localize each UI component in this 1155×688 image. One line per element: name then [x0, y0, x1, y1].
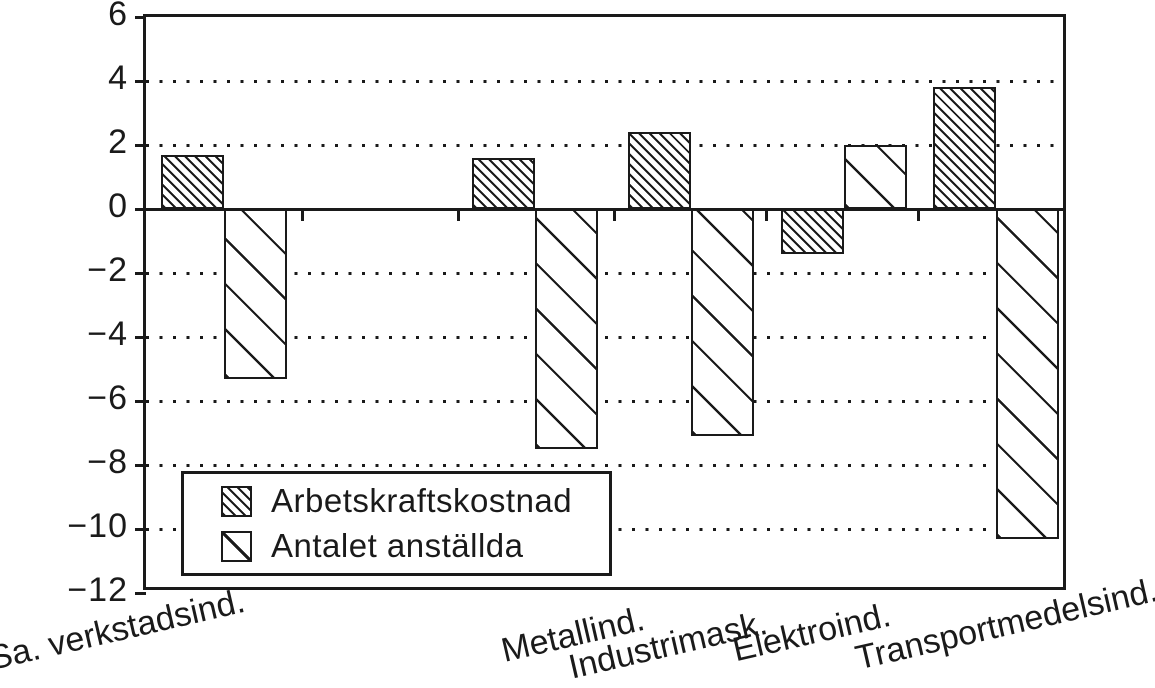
y-tick-label: −4 — [87, 315, 128, 353]
plot-area: Arbetskraftskostnad Antalet anställda — [135, 14, 1066, 595]
legend-item-arbetskraftskostnad: Arbetskraftskostnad — [221, 483, 609, 519]
y-tick-label: −6 — [87, 379, 128, 417]
gridline — [146, 463, 1063, 467]
y-tick — [135, 591, 146, 595]
gridline — [146, 271, 1063, 275]
bar — [224, 209, 287, 379]
y-tick — [135, 207, 146, 211]
y-tick — [135, 399, 146, 403]
y-tick-label: 2 — [108, 123, 128, 161]
y-tick — [135, 527, 146, 531]
y-tick — [135, 463, 146, 467]
bar — [628, 132, 691, 209]
dense-hatch-swatch-icon — [221, 485, 252, 517]
y-tick-label: 6 — [108, 0, 128, 33]
y-tick — [135, 271, 146, 275]
bar — [535, 209, 598, 449]
gridline — [146, 335, 1063, 339]
y-tick-label: −8 — [87, 443, 128, 481]
legend-label: Arbetskraftskostnad — [271, 482, 573, 519]
zero-axis-line — [146, 207, 1063, 211]
bar — [161, 155, 224, 209]
x-tick — [916, 209, 920, 221]
gridline — [146, 399, 1063, 403]
y-tick — [135, 15, 146, 19]
x-tick — [456, 209, 460, 221]
bar — [996, 209, 1059, 539]
y-tick — [135, 335, 146, 339]
legend-item-antalet-anstallda: Antalet anställda — [221, 528, 609, 564]
legend: Arbetskraftskostnad Antalet anställda — [181, 471, 612, 576]
y-tick-label: −10 — [67, 507, 128, 545]
x-tick — [300, 209, 304, 221]
y-tick — [135, 79, 146, 83]
y-tick-label: 4 — [108, 59, 128, 97]
x-tick — [764, 209, 768, 221]
bar — [781, 209, 844, 254]
bar — [691, 209, 754, 436]
y-tick-label: −12 — [67, 571, 128, 609]
bar — [472, 158, 535, 209]
gridline — [146, 143, 1063, 147]
single-diagonal-swatch-icon — [221, 530, 252, 562]
y-tick-label: 0 — [108, 187, 128, 225]
bar — [844, 145, 907, 209]
y-tick-label: −2 — [87, 251, 128, 289]
bar — [933, 87, 996, 209]
y-tick — [135, 143, 146, 147]
gridline — [146, 79, 1063, 83]
legend-label: Antalet anställda — [271, 527, 524, 564]
x-tick — [612, 209, 616, 221]
